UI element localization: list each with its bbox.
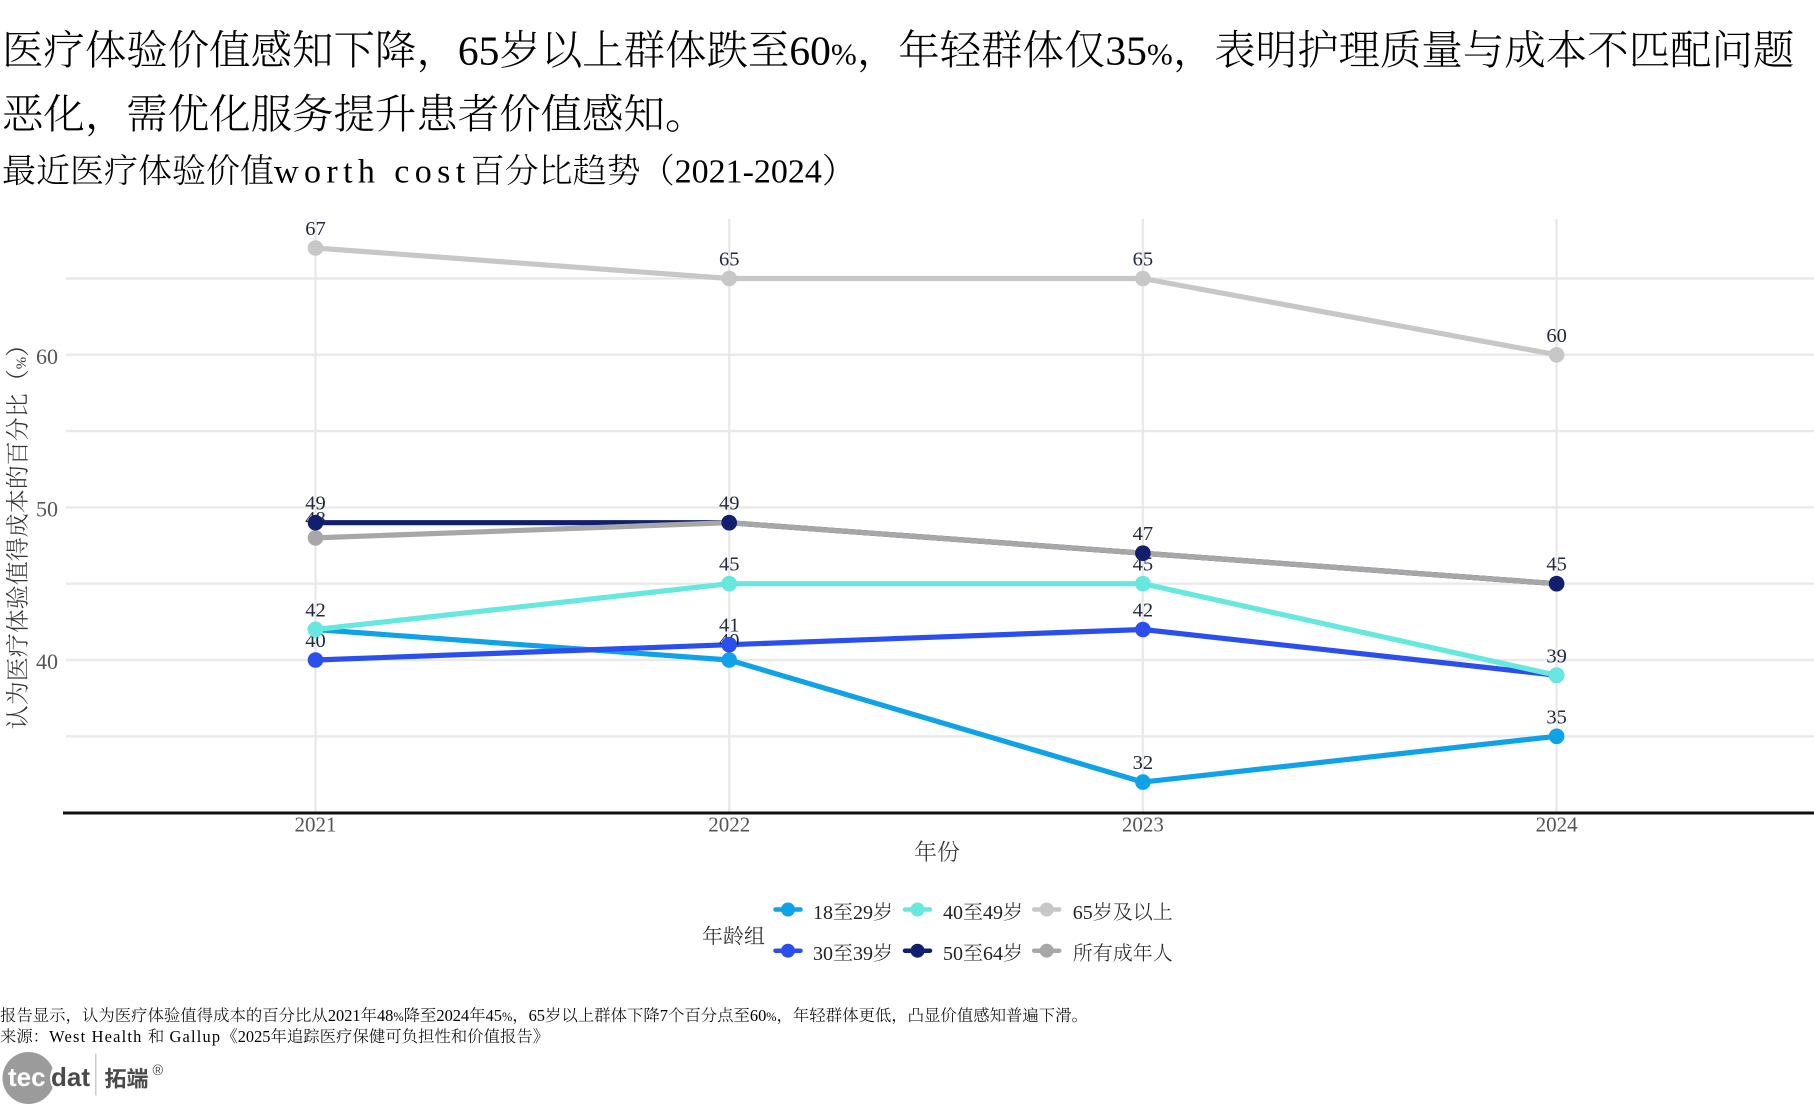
svg-text:67: 67 [305, 218, 326, 240]
svg-text:42: 42 [1133, 600, 1154, 622]
svg-text:来源：West Health 和 Gallup《2025年追: 来源：West Health 和 Gallup《2025年追踪医疗保健可负担性和… [0, 1023, 549, 1047]
svg-text:39: 39 [1546, 645, 1567, 667]
svg-text:2022: 2022 [708, 813, 750, 837]
svg-text:60: 60 [1546, 325, 1567, 347]
svg-text:45: 45 [719, 554, 740, 576]
svg-text:65: 65 [1133, 249, 1154, 271]
svg-text:65岁及以上: 65岁及以上 [1073, 896, 1173, 925]
svg-text:最近医疗体验价值worth cost百分比趋势（2021-2: 最近医疗体验价值worth cost百分比趋势（2021-2024） [2, 144, 856, 193]
svg-text:恶化，需优化服务提升患者价值感知。: 恶化，需优化服务提升患者价值感知。 [2, 81, 706, 141]
svg-text:®: ® [153, 1063, 164, 1079]
svg-text:dat: dat [51, 1062, 90, 1092]
svg-text:45: 45 [1546, 554, 1567, 576]
svg-text:65: 65 [719, 249, 740, 271]
svg-text:41: 41 [719, 615, 740, 637]
svg-text:tec: tec [8, 1062, 46, 1092]
svg-text:45: 45 [1133, 554, 1154, 576]
svg-text:60: 60 [36, 344, 58, 369]
svg-text:2024: 2024 [1536, 813, 1579, 837]
svg-text:40: 40 [305, 630, 326, 652]
svg-text:47: 47 [1133, 523, 1154, 545]
svg-text:42: 42 [305, 600, 326, 622]
svg-text:35: 35 [1546, 706, 1567, 728]
svg-text:报告显示，认为医疗体验值得成本的百分比从2021年48%降至: 报告显示，认为医疗体验值得成本的百分比从2021年48%降至2024年45%，6… [0, 1002, 1088, 1026]
svg-text:49: 49 [305, 493, 326, 515]
svg-text:50: 50 [36, 496, 58, 521]
svg-text:18至29岁: 18至29岁 [813, 896, 893, 925]
svg-text:所有成年人: 所有成年人 [1073, 937, 1173, 966]
svg-text:2021: 2021 [295, 813, 337, 837]
svg-text:拓端: 拓端 [105, 1062, 149, 1094]
svg-text:认为医疗体验值得成本的百分比（%）: 认为医疗体验值得成本的百分比（%） [0, 333, 33, 729]
svg-text:40: 40 [36, 649, 58, 674]
svg-text:年龄组: 年龄组 [702, 921, 765, 951]
svg-text:医疗体验价值感知下降，65岁以上群体跌至60%，年轻群体仅3: 医疗体验价值感知下降，65岁以上群体跌至60%，年轻群体仅35%，表明护理质量与… [2, 17, 1794, 77]
svg-text:30至39岁: 30至39岁 [813, 937, 893, 966]
svg-text:50至64岁: 50至64岁 [943, 937, 1023, 966]
svg-text:40至49岁: 40至49岁 [943, 896, 1023, 925]
svg-text:32: 32 [1133, 752, 1154, 774]
svg-text:年份: 年份 [914, 834, 960, 867]
svg-text:49: 49 [719, 493, 740, 515]
svg-text:2023: 2023 [1122, 813, 1164, 837]
